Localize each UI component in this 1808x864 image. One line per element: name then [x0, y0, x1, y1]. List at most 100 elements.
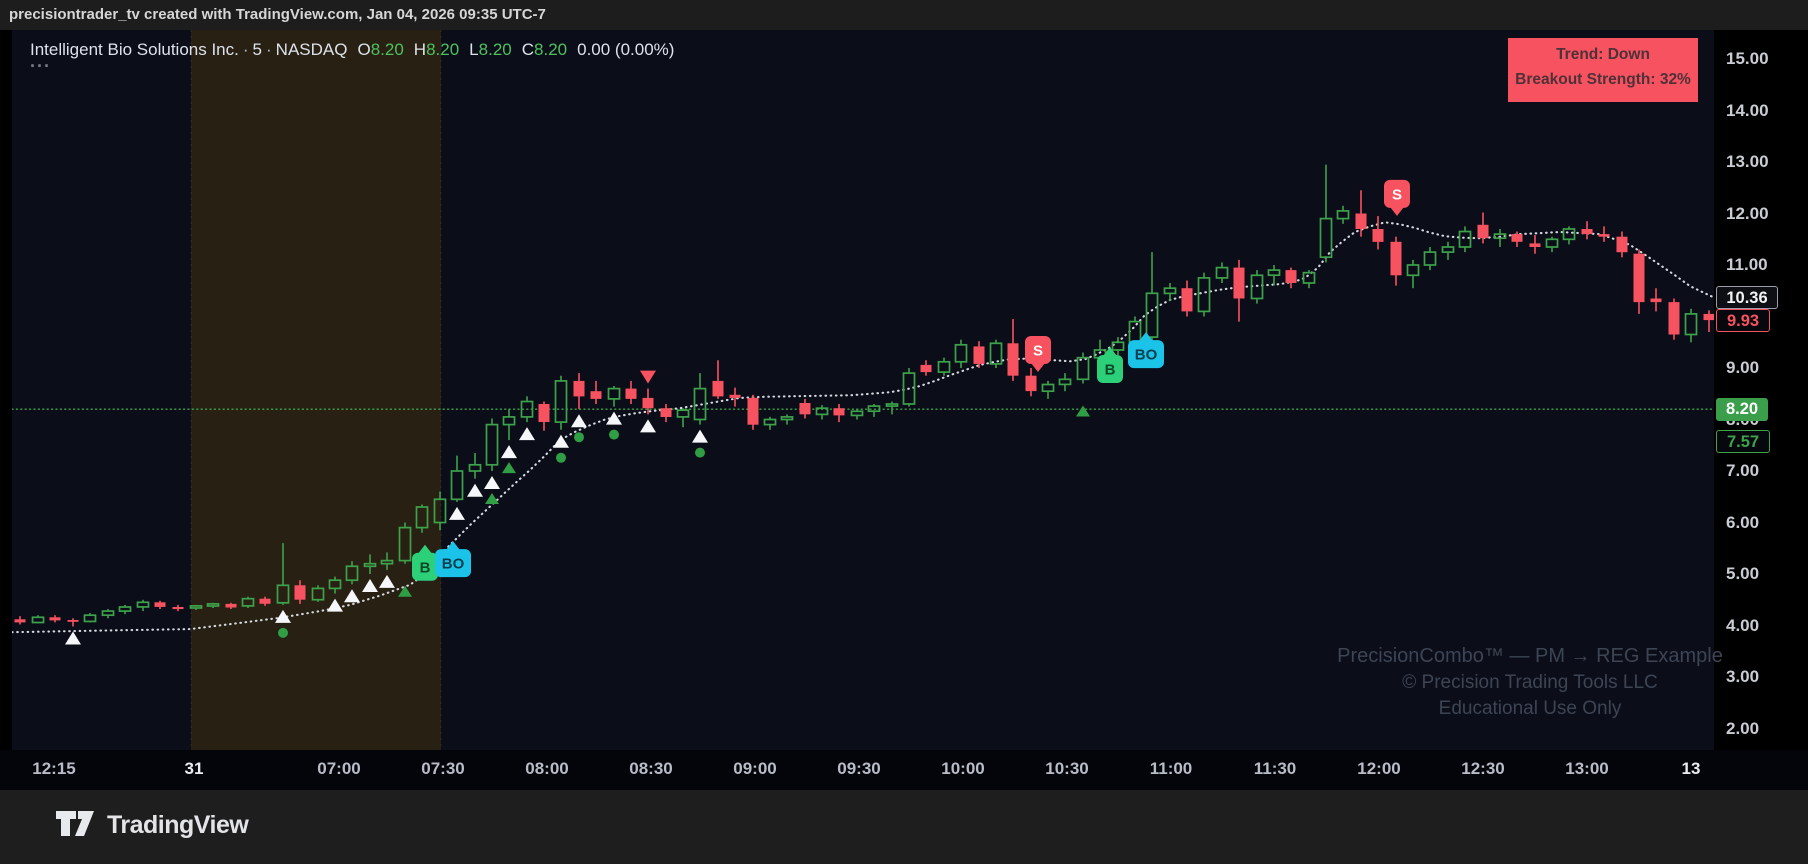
- price-label-last: 10.36: [1716, 286, 1778, 310]
- time-tick: 11:30: [1253, 759, 1297, 778]
- candle-down: [573, 380, 585, 397]
- candle-up: [363, 562, 377, 568]
- candle-down: [920, 364, 932, 373]
- candle-up: [1197, 277, 1211, 313]
- price-tick: 3.00: [1726, 667, 1760, 686]
- price-tick: 9.00: [1726, 358, 1760, 377]
- momentum-dot-marker: [574, 432, 584, 443]
- time-tick: 10:00: [941, 759, 985, 778]
- candle-up: [450, 470, 464, 501]
- buy-triangle-marker: [640, 419, 656, 433]
- buy-triangle-marker: [571, 414, 587, 428]
- candle-up: [607, 387, 621, 400]
- candle-up: [1041, 383, 1055, 393]
- time-tick: 07:30: [421, 759, 465, 778]
- price-axis[interactable]: 15.0014.0013.0012.0011.009.008.007.006.0…: [1714, 30, 1808, 790]
- price-tick: 12.00: [1726, 203, 1769, 223]
- price-tick: 7.00: [1726, 461, 1760, 480]
- price-label-down: 9.93: [1716, 308, 1770, 332]
- svg-text:S: S: [1033, 342, 1043, 359]
- candle-down: [1390, 241, 1402, 276]
- candle-up: [902, 372, 916, 405]
- buy-triangle-marker: [344, 589, 360, 603]
- svg-text:B: B: [420, 559, 431, 576]
- candle-up: [1163, 287, 1177, 295]
- buy-triangle-marker: [467, 483, 483, 497]
- trend-status: Trend: Down: [1556, 46, 1650, 63]
- buy-triangle-marker: [327, 598, 343, 612]
- signal-status-panel: Trend: Down Breakout Strength: 32%: [1508, 38, 1698, 102]
- candle-down: [1598, 234, 1610, 237]
- price-tick: 2.00: [1726, 718, 1760, 738]
- candle-down: [729, 394, 741, 398]
- candle-up: [328, 579, 342, 590]
- candle-up: [1684, 313, 1698, 336]
- candle-up: [380, 559, 394, 565]
- attribution-text: precisiontrader_tv created with TradingV…: [9, 6, 546, 23]
- candle-up: [1458, 230, 1472, 248]
- candle-up: [468, 463, 482, 472]
- time-tick: 12:15: [32, 759, 76, 778]
- candle-up: [954, 343, 968, 363]
- premarket-session-band: [191, 30, 441, 750]
- candle-up: [1545, 238, 1559, 248]
- candle-down: [259, 598, 271, 604]
- signal-tag-sell: S: [1384, 179, 1410, 216]
- price-label-session: 8.20: [1716, 397, 1768, 421]
- confirm-triangle-marker: [398, 585, 412, 597]
- candle-up: [867, 405, 881, 413]
- ohlc-label: O: [357, 40, 371, 59]
- signal-tag-buy: B: [1097, 347, 1123, 384]
- candle-up: [31, 616, 45, 624]
- signal-tag-sell: S: [1025, 335, 1051, 372]
- candle-down: [642, 397, 654, 409]
- buy-triangle-marker: [275, 609, 291, 623]
- symbol-legend[interactable]: Intelligent Bio Solutions Inc. · 5 · NASDAQ O…: [30, 40, 674, 60]
- candle-up: [1562, 228, 1576, 241]
- time-tick: 12:00: [1357, 759, 1401, 778]
- ohlc-values: O8.20 H8.20 L8.20 C8.20 0.00 (0.00%): [347, 40, 674, 59]
- time-tick: 11:00: [1149, 759, 1193, 778]
- momentum-dot-marker: [278, 627, 288, 638]
- buy-triangle-marker: [379, 574, 395, 588]
- candle-down: [67, 620, 79, 622]
- confirm-triangle-marker: [1076, 405, 1090, 417]
- candle-down: [1233, 267, 1245, 299]
- candle-up: [118, 606, 132, 612]
- price-label-level: 7.57: [1716, 430, 1770, 454]
- candle-down: [973, 346, 985, 364]
- candle-up: [398, 526, 412, 562]
- breakout-strength: Breakout Strength: 32%: [1515, 71, 1691, 88]
- candle-down: [799, 403, 811, 415]
- candle-down: [1285, 270, 1297, 283]
- legend-more-button[interactable]: ...: [30, 51, 52, 71]
- candle-up: [885, 403, 899, 407]
- momentum-dot-marker: [556, 452, 566, 463]
- candle-down: [1529, 243, 1541, 247]
- ohlc-label: L: [469, 40, 479, 59]
- buy-triangle-marker: [449, 506, 465, 520]
- candle-up: [83, 614, 97, 623]
- candle-down: [833, 408, 845, 416]
- candle-down: [49, 617, 61, 621]
- candle-up: [311, 587, 325, 601]
- candle-up: [1319, 217, 1333, 259]
- time-tick: 09:30: [837, 759, 881, 778]
- candle-down: [1477, 224, 1489, 239]
- time-axis[interactable]: 12:15 31 07:00 07:30 08:00 08:30 09:00 09:30 10:…: [0, 750, 1808, 790]
- footer-bar: TradingView: [0, 790, 1808, 864]
- candle-up: [780, 416, 794, 421]
- interval-value: 5: [252, 40, 262, 59]
- tradingview-logo[interactable]: TradingView: [55, 810, 249, 840]
- candle-up: [1493, 233, 1507, 240]
- time-tick: 07:00: [317, 759, 361, 778]
- candle-down: [14, 619, 26, 623]
- candle-down: [1007, 343, 1019, 376]
- candle-down: [1511, 234, 1523, 242]
- tradingview-brand-text: TradingView: [107, 810, 249, 839]
- time-tick: 12:30: [1461, 759, 1505, 778]
- confirm-triangle-marker: [502, 462, 516, 474]
- candle-down: [747, 397, 759, 425]
- exchange-value: NASDAQ: [275, 40, 348, 59]
